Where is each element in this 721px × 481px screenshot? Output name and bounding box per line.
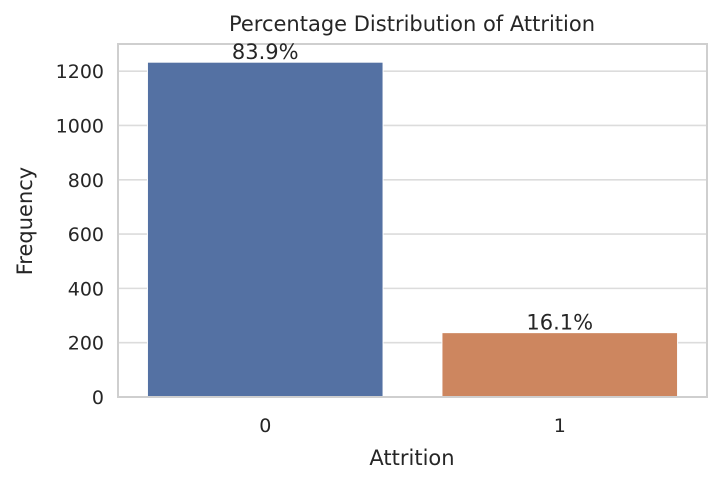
bars — [146, 61, 679, 398]
y-axis-title: Frequency — [13, 167, 37, 276]
y-tick-label: 400 — [68, 278, 104, 300]
x-tick-label: 0 — [259, 415, 271, 437]
y-tick-label: 600 — [68, 224, 104, 246]
bar-1 — [441, 332, 679, 398]
axes-border — [117, 43, 708, 398]
chart-title: Percentage Distribution of Attrition — [229, 12, 595, 36]
x-tick-label: 1 — [554, 415, 566, 437]
y-tick-label: 1000 — [56, 115, 104, 137]
x-axis-title: Attrition — [369, 446, 454, 470]
y-tick-label: 0 — [92, 387, 104, 409]
y-tick-labels: 0 200 400 600 800 1000 1200 — [56, 61, 104, 409]
data-labels: 83.9% 16.1% — [232, 40, 593, 334]
data-label: 16.1% — [526, 311, 593, 335]
y-tick-label: 200 — [68, 333, 104, 355]
bar-0 — [146, 61, 384, 398]
y-tick-label: 1200 — [56, 61, 104, 83]
y-tick-label: 800 — [68, 170, 104, 192]
axes-frame — [117, 43, 708, 398]
data-label: 83.9% — [232, 40, 299, 64]
